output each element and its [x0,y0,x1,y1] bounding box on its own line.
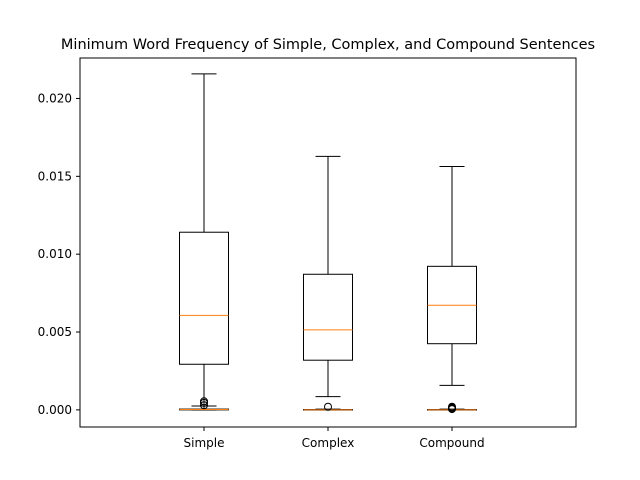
y-tick-label: 0.020 [38,91,72,105]
y-tick-label: 0.000 [38,403,72,417]
plot-area: 0.000 0.005 0.010 0.015 0.020 Simple Complex Co… [38,57,577,450]
x-tick-label: Complex [302,436,355,450]
complex-box [303,273,353,361]
y-tick-label: 0.010 [38,247,72,261]
x-tick-label: Simple [184,436,225,450]
y-tick-label: 0.005 [38,325,72,339]
simple-outlier [200,397,208,406]
y-tick-label: 0.015 [38,169,72,183]
chart-title: Minimum Word Frequency of Simple, Comple… [61,37,595,53]
compound-outlier [448,402,456,411]
simple-outlier [200,401,208,410]
complex-outlier [324,402,332,411]
simple-box [179,231,229,365]
x-tick-label: Compound [419,436,484,450]
